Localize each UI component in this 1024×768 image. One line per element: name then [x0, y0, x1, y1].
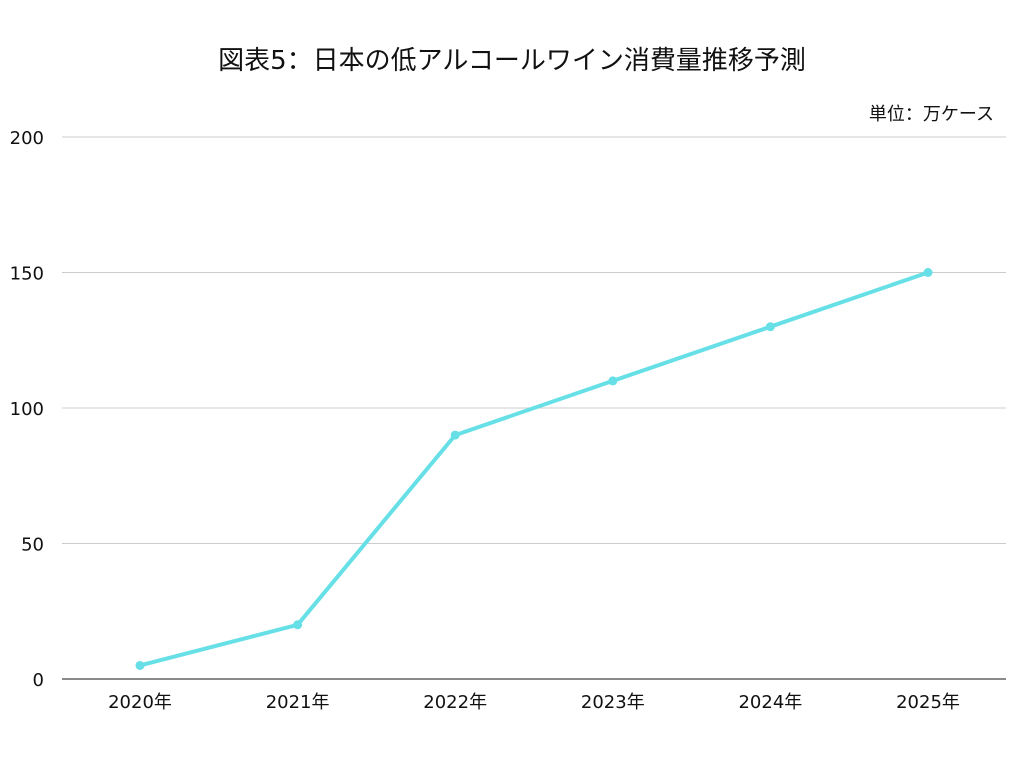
x-tick-label: 2023年 — [581, 692, 645, 713]
x-tick-label: 2024年 — [738, 692, 802, 713]
x-tick-label: 2021年 — [266, 692, 330, 713]
data-point — [608, 376, 618, 386]
y-tick-label: 0 — [33, 670, 44, 691]
data-point — [923, 268, 933, 277]
data-point — [765, 322, 775, 332]
data-point — [135, 660, 145, 670]
y-tick-label: 200 — [10, 128, 44, 149]
y-tick-label: 100 — [10, 399, 44, 420]
unit-label: 単位：万ケース — [868, 104, 994, 125]
y-tick-label: 150 — [10, 264, 44, 285]
data-point — [293, 620, 303, 630]
data-point — [450, 430, 460, 440]
x-axis: 2020年 2021年 2022年 2023年 2024年 2025年 — [108, 692, 960, 713]
chart-title: 図表5：日本の低アルコールワイン消費量推移予測 — [218, 46, 806, 76]
x-tick-label: 2020年 — [108, 692, 172, 713]
series-layer — [135, 268, 933, 670]
series-line — [138, 270, 930, 668]
x-tick-label: 2022年 — [423, 692, 487, 713]
y-axis: 0 50 100 150 200 — [10, 128, 44, 691]
x-tick-label: 2025年 — [896, 692, 960, 713]
y-tick-label: 50 — [21, 535, 44, 556]
